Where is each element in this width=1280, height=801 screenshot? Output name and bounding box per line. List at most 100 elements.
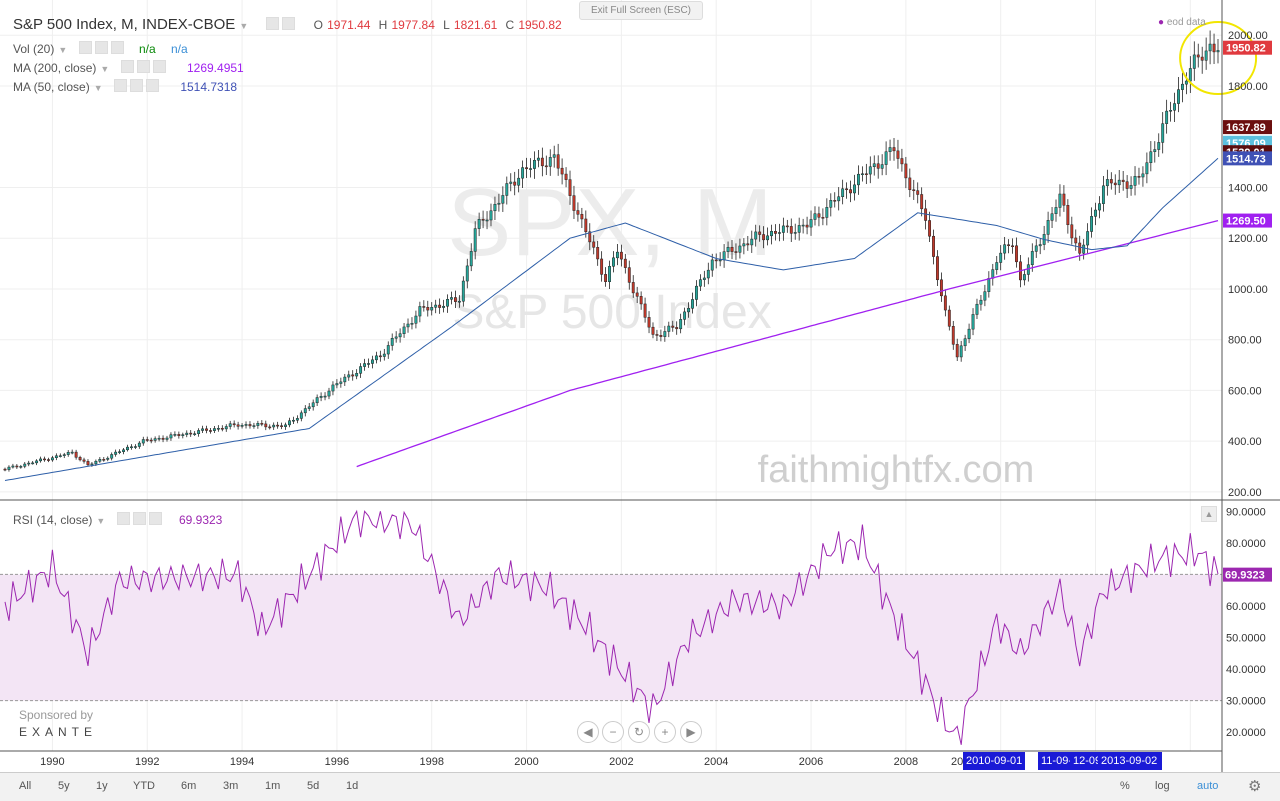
candle-body	[66, 452, 70, 455]
reset-button[interactable]: ↻	[628, 721, 650, 743]
candle-body	[426, 307, 430, 311]
chevron-down-icon[interactable]: ▼	[58, 45, 68, 55]
range-6m[interactable]: 6m	[181, 780, 197, 792]
scroll-right-button[interactable]: ▶	[680, 721, 702, 743]
candle-body	[248, 424, 252, 427]
rsi-tag-bg	[1223, 567, 1272, 582]
price-tag-bg	[1223, 120, 1272, 135]
candle-body	[529, 168, 532, 170]
candle-body	[643, 303, 647, 318]
price-tag-bg	[1223, 40, 1272, 55]
candle-body	[702, 277, 706, 280]
close-icon[interactable]	[110, 41, 124, 54]
chevron-down-icon[interactable]: ▼	[100, 64, 110, 74]
candle-body	[936, 256, 939, 281]
range-5y[interactable]: 5y	[58, 780, 70, 792]
candle-body	[201, 428, 204, 431]
candle-body	[777, 232, 781, 234]
range-5d[interactable]: 5d	[307, 780, 320, 792]
price-tick-label: 800.00	[1228, 335, 1262, 347]
candle-body	[722, 251, 726, 261]
candle-body	[1011, 245, 1014, 248]
exit-fullscreen-button[interactable]: Exit Full Screen (ESC)	[579, 1, 703, 20]
eye-icon[interactable]	[78, 41, 92, 54]
range-ytd[interactable]: YTD	[133, 780, 155, 792]
ma200-legend[interactable]: MA (200, close) ▼ 1269.4951	[13, 60, 244, 75]
range-1y[interactable]: 1y	[96, 780, 108, 792]
candle-body	[374, 355, 378, 361]
candle-body	[758, 231, 762, 235]
auto-toggle[interactable]: auto	[1197, 780, 1219, 792]
candle-body	[1098, 203, 1101, 211]
sponsor-label: Sponsored by	[19, 708, 94, 722]
time-tick-label: 1996	[325, 756, 349, 768]
candle-body	[604, 274, 608, 282]
eye-icon[interactable]	[266, 17, 280, 30]
gear-icon[interactable]	[282, 17, 296, 30]
gear-icon[interactable]	[94, 41, 108, 54]
candle-body	[1181, 83, 1184, 90]
candle-body	[402, 326, 406, 334]
rsi-label: RSI (14, close)	[13, 513, 93, 527]
candle-body	[837, 196, 841, 202]
range-all[interactable]: All	[19, 780, 32, 792]
candle-body	[232, 423, 236, 426]
eye-icon[interactable]	[120, 60, 134, 73]
rsi-value: 69.9323	[178, 513, 223, 527]
symbol-legend[interactable]: S&P 500 Index, M, INDEX-CBOE ▼ O 1971.44 …	[13, 16, 562, 33]
maximize-pane-button[interactable]: ▲	[1201, 506, 1217, 522]
candles	[3, 30, 1220, 472]
scroll-left-button[interactable]: ◀	[577, 721, 599, 743]
percent-toggle[interactable]: %	[1120, 780, 1130, 792]
candle-body	[849, 189, 852, 194]
log-toggle[interactable]: log	[1155, 780, 1170, 792]
zoom-in-button[interactable]: +	[654, 721, 676, 743]
rsi-line	[4, 509, 1219, 745]
chevron-down-icon[interactable]: ▼	[96, 516, 106, 526]
candle-body	[560, 167, 564, 175]
candle-body	[137, 442, 141, 447]
chevron-down-icon[interactable]: ▼	[93, 83, 103, 93]
gear-icon[interactable]	[136, 60, 150, 73]
candle-body	[394, 336, 398, 339]
rsi-legend[interactable]: RSI (14, close) ▼ 69.9323	[13, 512, 222, 527]
price-tick-label: 1400.00	[1228, 182, 1268, 194]
range-1m[interactable]: 1m	[265, 780, 281, 792]
candle-body	[943, 295, 947, 311]
high-value: 1977.84	[391, 18, 435, 32]
range-3m[interactable]: 3m	[223, 780, 239, 792]
candle-body	[1169, 110, 1173, 112]
ma50-legend[interactable]: MA (50, close) ▼ 1514.7318	[13, 79, 237, 94]
gear-icon[interactable]: ⚙	[1248, 778, 1262, 795]
open-value: 1971.44	[327, 18, 371, 32]
symbol-title: S&P 500 Index, M, INDEX-CBOE	[13, 16, 236, 33]
gear-icon[interactable]	[132, 512, 146, 525]
candle-body	[110, 454, 114, 459]
candle-body	[576, 210, 580, 215]
time-axis: 1990 1992 1994 1996 1998 2000 2002 2004 2006 2008…	[40, 756, 963, 768]
rsi-tick-label: 30.0000	[1226, 696, 1266, 708]
candle-body	[655, 334, 659, 336]
close-icon[interactable]	[145, 79, 159, 92]
close-icon[interactable]	[148, 512, 162, 525]
chevron-down-icon[interactable]: ▼	[239, 21, 249, 31]
candle-body	[857, 173, 860, 186]
candle-body	[157, 437, 161, 440]
candle-body	[517, 177, 521, 186]
candle-body	[303, 408, 307, 414]
eye-icon[interactable]	[116, 512, 130, 525]
vol-legend[interactable]: Vol (20) ▼ n/a n/a	[13, 41, 188, 56]
candle-body	[734, 251, 738, 253]
candle-body	[647, 317, 651, 328]
range-1d[interactable]: 1d	[346, 780, 359, 792]
gear-icon[interactable]	[129, 79, 143, 92]
eye-icon[interactable]	[113, 79, 127, 92]
candle-body	[434, 304, 438, 308]
sponsor-logo[interactable]: EXANTE	[19, 725, 98, 739]
close-icon[interactable]	[152, 60, 166, 73]
candle-body	[74, 451, 78, 458]
candle-body	[355, 373, 359, 377]
zoom-out-button[interactable]: −	[602, 721, 624, 743]
candle-body	[1066, 205, 1070, 226]
